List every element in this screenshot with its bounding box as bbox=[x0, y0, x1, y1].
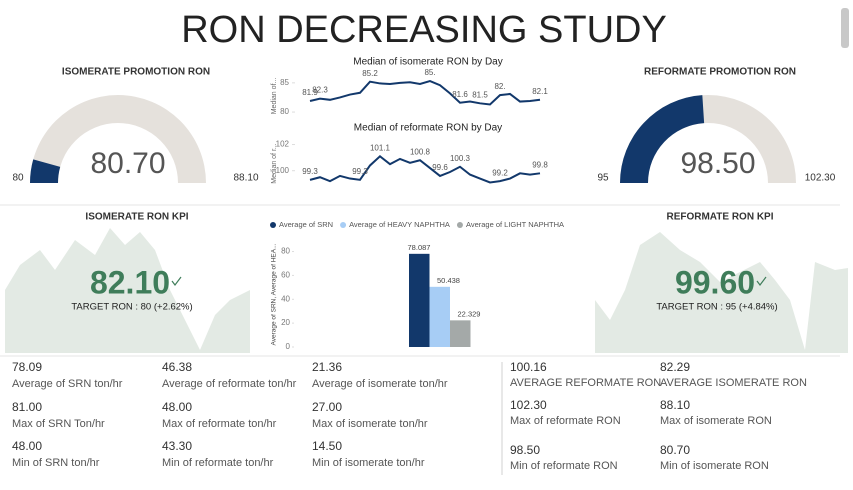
data-label: 81.9 bbox=[302, 88, 318, 97]
bar bbox=[450, 320, 471, 347]
y-tick-label: 60 bbox=[281, 271, 290, 280]
card-value: 48.00 bbox=[12, 439, 42, 453]
gauge-track bbox=[30, 95, 206, 183]
kpi-value: 99.60 bbox=[675, 264, 755, 300]
kpi-trend-area bbox=[595, 232, 848, 353]
legend-label: Average of SRN bbox=[279, 220, 333, 229]
data-label: 99.6 bbox=[432, 163, 448, 172]
gauge-title: ISOMERATE PROMOTION RON bbox=[62, 67, 210, 78]
card-value: 21.36 bbox=[312, 360, 342, 374]
y-tick-label: 40 bbox=[281, 294, 290, 303]
chart-title: Median of reformate RON by Day bbox=[354, 123, 502, 134]
card-value: 82.29 bbox=[660, 360, 690, 374]
card-value: 14.50 bbox=[312, 439, 342, 453]
y-tick-label: 85 bbox=[280, 78, 289, 87]
y-tick-label: 100 bbox=[276, 166, 290, 175]
data-label: 81.6 bbox=[452, 90, 468, 99]
kpi-target: TARGET RON : 95 (+4.84%) bbox=[656, 302, 777, 313]
gauge-max: 102.30 bbox=[805, 173, 836, 184]
card-label: Average of SRN ton/hr bbox=[12, 378, 123, 390]
card-value: 78.09 bbox=[12, 360, 42, 374]
card-label: Max of isomerate RON bbox=[660, 415, 772, 427]
gauge-value bbox=[620, 95, 705, 183]
card-label: Max of reformate ton/hr bbox=[162, 418, 277, 430]
gauge-max: 88.10 bbox=[233, 173, 258, 184]
y-tick-label: 0 bbox=[286, 342, 291, 351]
card-value: 48.00 bbox=[162, 400, 192, 414]
data-label: 50.438 bbox=[437, 276, 460, 285]
kpi-title: ISOMERATE RON KPI bbox=[85, 212, 188, 223]
bar bbox=[409, 253, 430, 347]
kpi-check-icon bbox=[756, 276, 767, 286]
legend-marker bbox=[270, 222, 276, 228]
card-label: Max of isomerate ton/hr bbox=[312, 418, 428, 430]
scrollbar[interactable] bbox=[841, 8, 849, 48]
card-label: Min of isomerate ton/hr bbox=[312, 457, 425, 469]
data-label: 85. bbox=[424, 68, 435, 77]
chart-title: Median of isomerate RON by Day bbox=[353, 57, 503, 68]
legend-marker bbox=[456, 222, 463, 228]
kpi-target: TARGET RON : 80 (+2.62%) bbox=[71, 302, 192, 313]
card-label: AVERAGE ISOMERATE RON bbox=[660, 377, 807, 389]
data-label: 82. bbox=[494, 82, 505, 91]
y-tick-label: 20 bbox=[281, 318, 290, 327]
line bbox=[309, 80, 541, 106]
card-value: 102.30 bbox=[510, 398, 547, 412]
gauge-value-label: 80.70 bbox=[90, 147, 165, 180]
card-label: Min of isomerate RON bbox=[660, 460, 769, 472]
kpi-value: 82.10 bbox=[90, 264, 170, 300]
data-label: 81.5 bbox=[472, 90, 488, 99]
data-label: 22.329 bbox=[458, 309, 481, 318]
data-label: 82.1 bbox=[532, 87, 548, 96]
data-label: 99.8 bbox=[532, 160, 548, 169]
y-tick-label: 102 bbox=[276, 140, 290, 149]
y-tick-label: 80 bbox=[281, 247, 290, 256]
gauge-title: REFORMATE PROMOTION RON bbox=[644, 67, 796, 78]
card-value: 88.10 bbox=[660, 398, 690, 412]
data-label: 100.8 bbox=[410, 147, 431, 156]
card-label: Average of reformate ton/hr bbox=[162, 378, 297, 390]
gauge-value-label: 98.50 bbox=[680, 147, 755, 180]
data-label: 85.2 bbox=[362, 69, 378, 78]
legend-marker bbox=[340, 222, 347, 228]
card-label: Max of reformate RON bbox=[510, 415, 621, 427]
card-value: 100.16 bbox=[510, 360, 547, 374]
data-label: 100.3 bbox=[450, 154, 471, 163]
card-value: 80.70 bbox=[660, 443, 690, 457]
data-label: 101.1 bbox=[370, 143, 391, 152]
card-value: 98.50 bbox=[510, 443, 540, 457]
card-value: 43.30 bbox=[162, 439, 192, 453]
card-label: AVERAGE REFORMATE RON bbox=[510, 377, 661, 389]
data-label: 99.3 bbox=[302, 167, 318, 176]
card-label: Average of isomerate ton/hr bbox=[312, 378, 448, 390]
gauge-min: 80 bbox=[12, 173, 24, 184]
gauge-min: 95 bbox=[597, 173, 609, 184]
bar bbox=[429, 286, 450, 347]
page-title: RON DECREASING STUDY bbox=[181, 9, 667, 51]
card-label: Max of SRN Ton/hr bbox=[12, 418, 105, 430]
kpi-check-icon bbox=[171, 276, 182, 286]
kpi-trend-area bbox=[5, 228, 250, 353]
gauge-value bbox=[30, 159, 61, 183]
card-value: 27.00 bbox=[312, 400, 342, 414]
kpi-title: REFORMATE RON KPI bbox=[666, 212, 773, 223]
data-label: 82.3 bbox=[312, 86, 328, 95]
legend-label: Average of HEAVY NAPHTHA bbox=[349, 220, 450, 229]
y-tick-label: 80 bbox=[280, 107, 289, 116]
card-value: 81.00 bbox=[12, 400, 42, 414]
data-label: 78.087 bbox=[408, 243, 431, 252]
card-label: Min of reformate RON bbox=[510, 460, 618, 472]
card-label: Min of reformate ton/hr bbox=[162, 457, 274, 469]
data-label: 99.2 bbox=[492, 168, 508, 177]
card-value: 46.38 bbox=[162, 360, 192, 374]
data-label: 99.3 bbox=[352, 167, 368, 176]
legend-label: Average of LIGHT NAPHTHA bbox=[466, 220, 564, 229]
line bbox=[309, 154, 541, 184]
y-axis-label: Average of SRN, Average of HEA... bbox=[271, 243, 278, 345]
y-axis-label: Median of... bbox=[271, 78, 278, 115]
y-axis-label: Median of r... bbox=[271, 143, 278, 184]
card-label: Min of SRN ton/hr bbox=[12, 457, 100, 469]
